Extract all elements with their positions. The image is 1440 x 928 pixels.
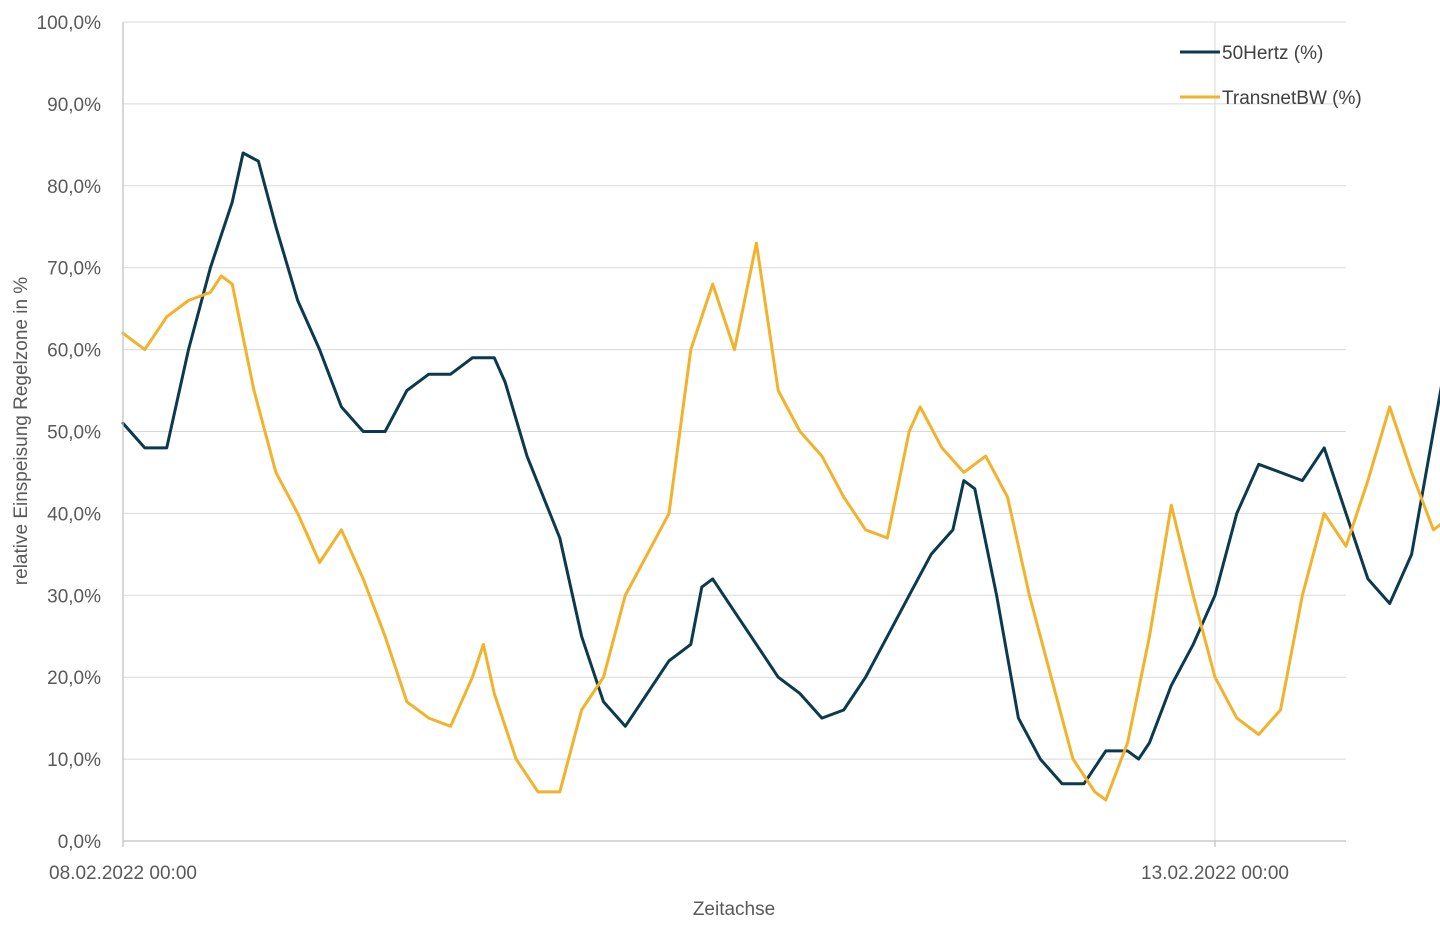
y-tick-label: 70,0% [47, 259, 101, 280]
x-tick-label: 13.02.2022 00:00 [1141, 863, 1289, 884]
y-tick-label: 0,0% [58, 832, 101, 853]
y-tick-label: 50,0% [47, 423, 101, 444]
y-tick-label: 100,0% [37, 13, 102, 34]
y-tick-label: 30,0% [47, 586, 101, 607]
y-tick-label: 20,0% [47, 668, 101, 689]
series-line-transnetbw [121, 241, 1440, 802]
series-lines [121, 151, 1440, 802]
x-tick-label: 08.02.2022 00:00 [49, 863, 197, 884]
axes [122, 22, 1346, 847]
y-tick-label: 60,0% [47, 341, 101, 362]
legend-label-50hertz: 50Hertz (%) [1222, 43, 1323, 64]
y-tick-label: 10,0% [47, 750, 101, 771]
legend-label-transnetbw: TransnetBW (%) [1222, 88, 1362, 109]
y-axis-title: relative Einspeisung Regelzone in % [11, 277, 32, 586]
grid-lines [123, 21, 1346, 841]
y-tick-label: 90,0% [47, 95, 101, 116]
series-line-50hertz [121, 151, 1440, 786]
tick-labels: 0,0% 10,0% 20,0% 30,0% 40,0% 50,0% 60,0% 70,0% 8… [37, 13, 1289, 884]
y-tick-label: 80,0% [47, 177, 101, 198]
legend: 50Hertz (%) TransnetBW (%) [1180, 43, 1362, 109]
x-axis-title: Zeitachse [693, 899, 775, 920]
y-tick-label: 40,0% [47, 504, 101, 525]
